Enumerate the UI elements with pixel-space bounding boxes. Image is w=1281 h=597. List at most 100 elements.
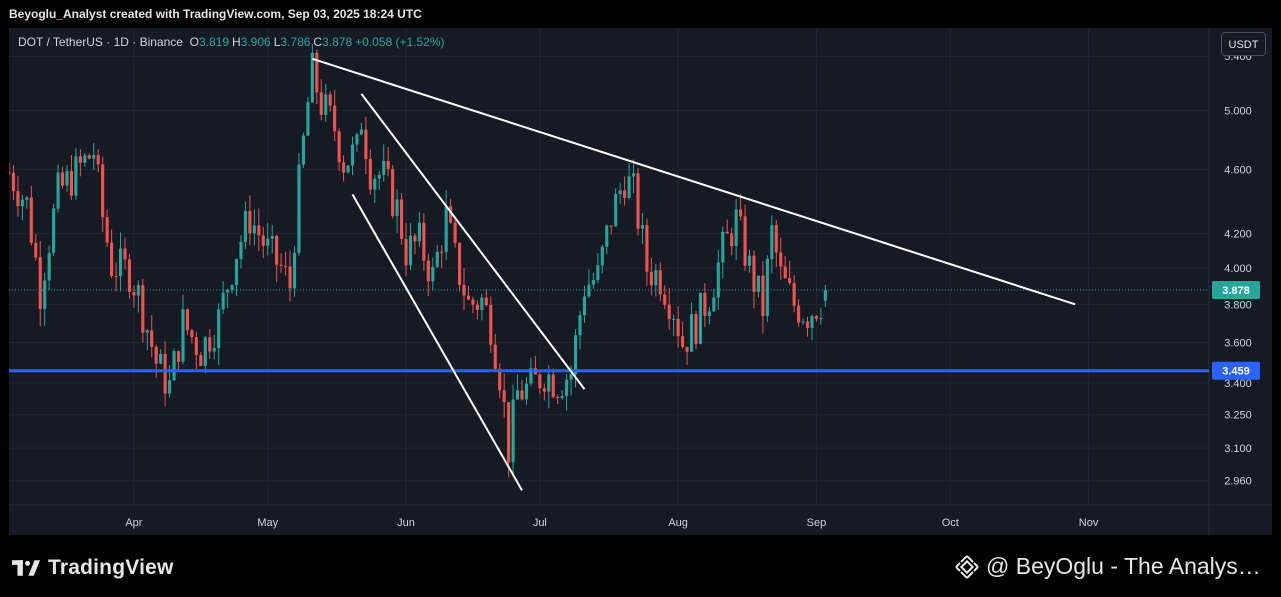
trendline[interactable]: [360, 93, 586, 390]
candle-body: [65, 171, 69, 186]
candle-body: [203, 337, 207, 366]
candle-body: [190, 330, 194, 338]
candle-body: [493, 344, 497, 369]
candle-body: [689, 314, 694, 352]
binance-icon: [955, 554, 979, 579]
candle-body: [672, 318, 676, 320]
chart-frame[interactable]: 5.400 5.000 4.600 4.200 4.000 3.800 3.600 3.400…: [9, 28, 1272, 535]
candle-body: [199, 355, 203, 366]
candle-body: [239, 241, 243, 260]
candle-body: [538, 374, 542, 389]
price-chart[interactable]: 5.4005.0004.6004.2004.0003.8003.6003.400…: [9, 28, 1272, 535]
candle-body: [752, 255, 756, 292]
candle-body: [712, 297, 716, 312]
candle-body: [78, 156, 82, 163]
candle-body: [114, 275, 118, 277]
candle-body: [654, 270, 658, 286]
candle-body: [471, 299, 475, 305]
candle-body: [547, 374, 551, 392]
time-tick-label: Oct: [942, 517, 959, 529]
candle-body: [400, 199, 404, 240]
candle-body: [596, 265, 600, 281]
candle-body: [609, 225, 613, 227]
candle-body: [127, 259, 132, 293]
candle-body: [578, 315, 582, 336]
candle-body: [297, 164, 301, 253]
candle-body: [230, 285, 234, 291]
candle-body: [226, 290, 230, 293]
candle-body: [779, 252, 783, 267]
time-tick-label: May: [257, 517, 278, 529]
candle-body: [337, 131, 341, 163]
candle-body: [60, 172, 65, 186]
candle-body: [181, 309, 185, 362]
candle-body: [408, 235, 413, 266]
candle-body: [631, 173, 636, 177]
candle-body: [600, 246, 604, 266]
tradingview-brand-text: TradingView: [48, 556, 174, 579]
candle-body: [221, 292, 225, 310]
candle-body: [373, 178, 377, 190]
candle-body: [346, 165, 350, 173]
candlestick-series: [9, 43, 827, 478]
candle-body: [141, 285, 145, 333]
time-tick-label: Jul: [533, 517, 547, 529]
open-label: O: [189, 35, 199, 49]
symbol-name[interactable]: DOT / TetherUS · 1D · Binance: [18, 35, 183, 49]
candle-body: [382, 160, 386, 175]
candle-body: [38, 257, 42, 309]
candle-body: [342, 162, 346, 173]
candle-body: [435, 251, 439, 267]
candle-body: [529, 368, 533, 384]
candle-body: [34, 242, 38, 258]
candle-body: [805, 321, 810, 328]
candle-body: [462, 284, 466, 296]
candle-body: [96, 154, 100, 165]
candle-body: [703, 292, 707, 317]
candle-body: [685, 346, 689, 352]
time-tick-label: Sep: [807, 517, 827, 529]
candle-body: [605, 225, 609, 247]
candle-body: [466, 295, 471, 300]
price-tick-label: 4.600: [1224, 164, 1252, 176]
candle-body: [350, 144, 355, 166]
candle-body: [52, 208, 56, 253]
candle-body: [248, 211, 252, 234]
tradingview-logo[interactable]: TradingView: [12, 556, 174, 580]
candle-body: [92, 154, 96, 159]
candle-body: [507, 402, 511, 463]
candle-body: [542, 388, 546, 392]
trendline[interactable]: [351, 193, 523, 491]
candle-body: [515, 390, 520, 400]
price-tick-label: 3.250: [1224, 410, 1252, 422]
candle-body: [730, 233, 734, 247]
candle-body: [774, 225, 778, 253]
candle-body: [618, 190, 622, 195]
candle-body: [453, 222, 457, 244]
candle-body: [43, 280, 47, 309]
high-value: 3.906: [240, 35, 271, 49]
chart-credit-header: Beyoglu_Analyst created with TradingView…: [0, 0, 1281, 28]
candle-body: [560, 396, 564, 399]
candle-body: [159, 353, 163, 364]
candle-body: [270, 235, 274, 239]
candle-body: [502, 390, 506, 403]
candle-body: [47, 252, 51, 281]
author-credit: @ BeyOglu - The Analys…: [954, 553, 1261, 580]
candle-body: [734, 209, 738, 247]
candle-body: [355, 134, 359, 145]
candle-body: [110, 242, 114, 276]
price-tick-label: 3.100: [1224, 443, 1252, 455]
symbol-legend: DOT / TetherUS · 1D · Binance O3.819 H3.9…: [18, 35, 448, 49]
candle-body: [627, 176, 631, 198]
currency-button[interactable]: USDT: [1221, 32, 1266, 56]
candle-body: [475, 304, 479, 311]
candle-body: [243, 211, 247, 242]
candle-body: [431, 266, 435, 282]
candle-body: [11, 172, 16, 192]
footer-bar: [0, 535, 1281, 597]
time-tick-label: Apr: [125, 517, 142, 529]
trendline[interactable]: [312, 57, 1076, 306]
candle-body: [658, 270, 662, 295]
last-price-tag: [1212, 280, 1260, 299]
